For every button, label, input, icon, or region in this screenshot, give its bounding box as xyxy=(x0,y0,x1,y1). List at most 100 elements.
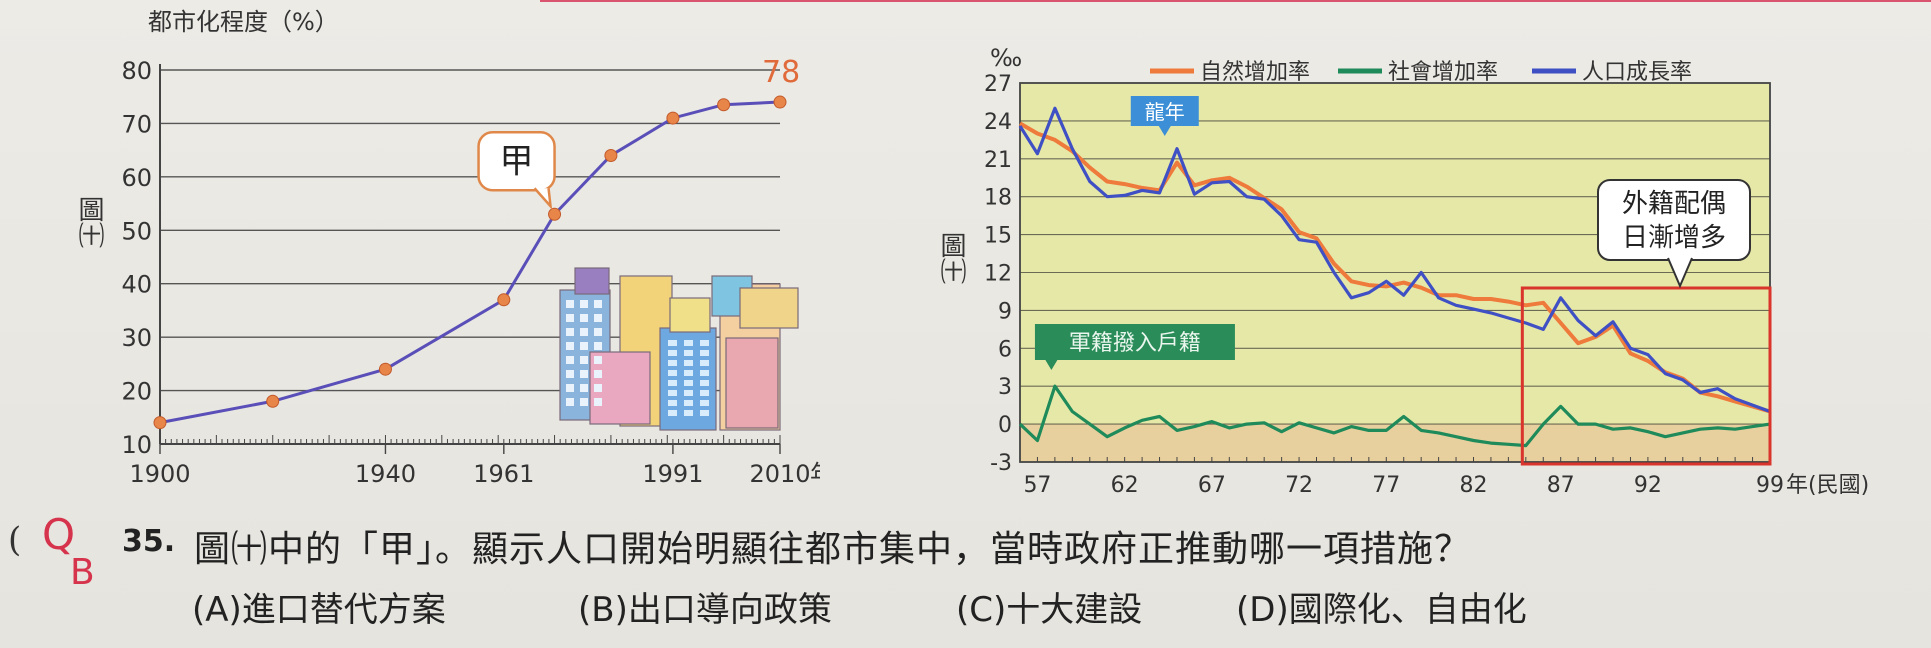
x-tick-label: 99 xyxy=(1756,473,1784,498)
data-point xyxy=(548,207,562,221)
data-point xyxy=(717,98,731,112)
building-window xyxy=(684,350,693,356)
building-window xyxy=(566,328,574,336)
answer-paren: ( xyxy=(8,520,22,560)
building-window xyxy=(700,360,709,366)
building-window xyxy=(566,384,574,392)
y-tick-label: 0 xyxy=(998,413,1012,438)
data-point xyxy=(153,416,167,430)
x-axis-unit: 年 xyxy=(810,460,820,488)
building-window xyxy=(580,314,588,322)
option-a[interactable]: (A)進口替代方案 xyxy=(192,590,446,630)
callout-line-1: 外籍配偶 xyxy=(1622,189,1726,219)
series-line-1 xyxy=(1018,384,1771,448)
data-point xyxy=(497,293,511,307)
annotation-dragon: 龍年 xyxy=(1145,100,1185,124)
y-tick-label: 21 xyxy=(984,148,1012,173)
building-window xyxy=(580,356,588,364)
y-tick-label: 9 xyxy=(998,299,1012,324)
highlight-box xyxy=(1520,286,1772,466)
x-tick-label: 82 xyxy=(1459,473,1487,498)
building-window xyxy=(668,390,677,396)
x-tick-label: 72 xyxy=(1285,473,1313,498)
y-tick-label: -3 xyxy=(990,451,1012,476)
building-window xyxy=(594,300,602,308)
question-text: 圖㈩中的「甲」。顯示人口開始明顯往都市集中，當時政府正推動哪一項措施？ xyxy=(194,529,1472,570)
y-tick-label: 70 xyxy=(121,110,152,138)
series-line-2 xyxy=(1018,106,1771,414)
figure-label-left: 圖㈩ xyxy=(74,196,104,248)
y-tick-label: 6 xyxy=(998,337,1012,362)
building-window xyxy=(580,398,588,406)
building-window xyxy=(580,370,588,378)
y-tick-label: 50 xyxy=(121,217,152,245)
end-value-label: 78 xyxy=(762,55,800,90)
annotation-military: 軍籍撥入戶籍 xyxy=(1069,331,1201,356)
y-tick-label: 27 xyxy=(984,72,1012,97)
callout-pointer-spouse xyxy=(1667,257,1693,289)
y-tick-label: 15 xyxy=(984,224,1012,249)
handwritten-note: B xyxy=(70,552,95,593)
building-window xyxy=(684,410,693,416)
callout-pointer xyxy=(533,187,553,211)
y-tick-label: 40 xyxy=(121,271,152,299)
building-window xyxy=(566,314,574,322)
callout-label: 甲 xyxy=(500,141,534,181)
building-window xyxy=(566,356,574,364)
figure-label-right: 圖㈩ xyxy=(936,232,966,284)
data-point xyxy=(773,95,787,109)
building-window xyxy=(700,370,709,376)
building-window xyxy=(700,400,709,406)
building-window xyxy=(594,314,602,322)
legend-label: 自然增加率 xyxy=(1200,60,1310,85)
plot-frame xyxy=(1019,82,1771,463)
x-tick-label: 1991 xyxy=(642,460,703,488)
x-tick-label: 1940 xyxy=(355,460,416,488)
y-tick-label: 60 xyxy=(121,164,152,192)
building-window xyxy=(700,380,709,386)
building-window xyxy=(594,328,602,336)
option-d[interactable]: (D)國際化、自由化 xyxy=(1236,590,1527,630)
option-b[interactable]: (B)出口導向政策 xyxy=(578,590,832,630)
building-window xyxy=(594,384,602,392)
building-window xyxy=(668,410,677,416)
building-window xyxy=(668,370,677,376)
building-window xyxy=(566,398,574,406)
x-tick-label: 57 xyxy=(1023,473,1051,498)
building-window xyxy=(668,400,677,406)
data-point xyxy=(378,362,392,376)
building-window xyxy=(684,370,693,376)
y-tick-label: 30 xyxy=(121,324,152,352)
option-c[interactable]: (C)十大建設 xyxy=(956,590,1143,630)
building-window xyxy=(684,400,693,406)
x-tick-label: 77 xyxy=(1372,473,1400,498)
x-tick-label: 1900 xyxy=(129,460,190,488)
y-tick-label: 18 xyxy=(984,186,1012,211)
building xyxy=(669,297,711,333)
building-window xyxy=(700,390,709,396)
y-tick-label: 24 xyxy=(984,110,1012,135)
callout-line-2: 日漸增多 xyxy=(1622,223,1726,253)
x-tick-label: 87 xyxy=(1547,473,1575,498)
building-window xyxy=(684,340,693,346)
x-tick-label: 67 xyxy=(1198,473,1226,498)
x-tick-label: 62 xyxy=(1111,473,1139,498)
plot-bg-negative xyxy=(1020,424,1770,462)
building-window xyxy=(580,384,588,392)
annotation-pointer-dragon xyxy=(1158,126,1171,136)
building xyxy=(725,337,779,429)
callout-box xyxy=(477,131,556,192)
building-window xyxy=(580,300,588,308)
building-window xyxy=(594,342,602,350)
data-point xyxy=(266,394,280,408)
building-window xyxy=(566,370,574,378)
y-tick-label: 3 xyxy=(998,375,1012,400)
x-tick-label: 92 xyxy=(1634,473,1662,498)
y-axis-unit: ‰ xyxy=(990,44,1022,72)
building-window xyxy=(700,410,709,416)
series-line-0 xyxy=(1018,121,1771,414)
urbanization-chart: 都市化程度（%） 10 20 30 40 50 60 70 80 1900 1940 1961 1991… xyxy=(121,8,820,488)
building-window xyxy=(594,398,602,406)
y-tick-label: 20 xyxy=(121,378,152,406)
building-window xyxy=(566,300,574,308)
